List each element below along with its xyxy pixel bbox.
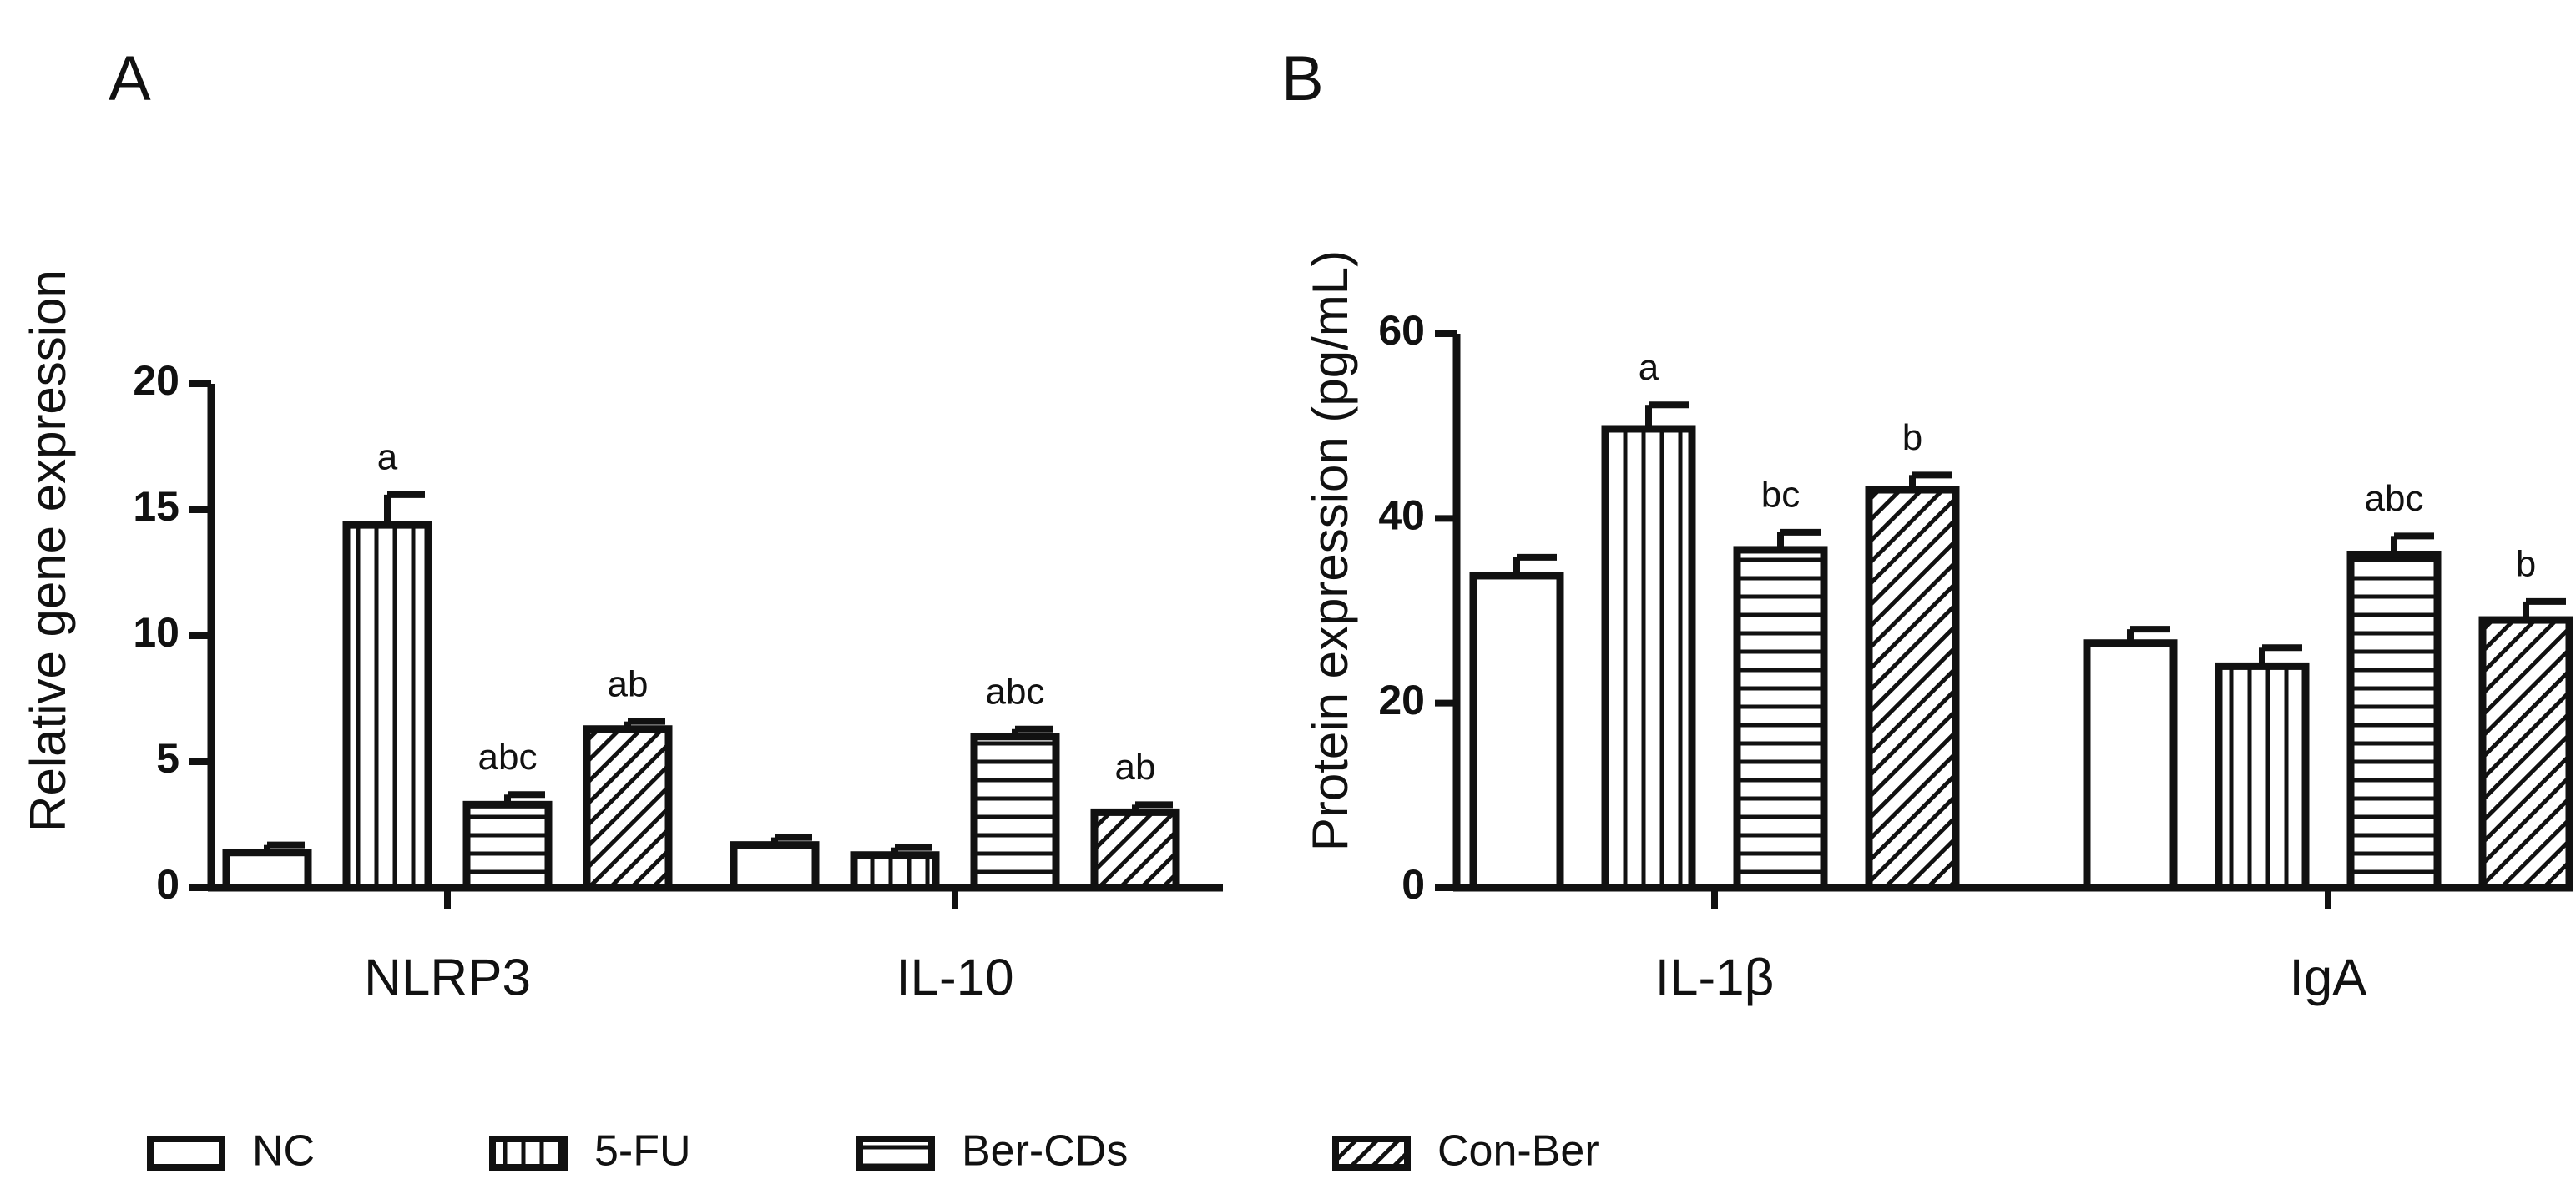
legend-swatch-ber-cds [856, 1136, 935, 1171]
bar-con-ber [1865, 486, 1960, 892]
legend-label: Ber-CDs [962, 1127, 1128, 1176]
bar-5-fu [2215, 662, 2310, 892]
y-axis-label: Relative gene expression [20, 270, 76, 832]
bar-ber-cds [462, 800, 553, 892]
bar-5-fu [850, 851, 940, 892]
significance-label: a [1639, 347, 1659, 388]
y-tick-label: 15 [133, 483, 179, 530]
legend-label: NC [252, 1127, 315, 1176]
x-category-label: IgA [2289, 949, 2367, 1006]
bar-5-fu [342, 521, 432, 892]
bar-con-ber [583, 725, 673, 892]
significance-label: abc [986, 671, 1045, 712]
legend-label: Con-Ber [1437, 1127, 1599, 1176]
bar-nc [730, 841, 820, 892]
significance-label: b [2516, 544, 2536, 585]
y-tick-label: 0 [156, 861, 179, 908]
bar-ber-cds [1733, 546, 1828, 892]
significance-label: abc [2365, 478, 2424, 519]
legend-swatch-con-ber [1332, 1136, 1411, 1171]
significance-label: a [377, 437, 398, 478]
bar-ber-cds [970, 733, 1060, 892]
bar-nc [1469, 572, 1564, 892]
panel-letter: A [109, 43, 151, 114]
x-category-label: IL-1β [1655, 949, 1775, 1006]
x-category-label: NLRP3 [364, 949, 531, 1006]
bar-5-fu [1601, 425, 1696, 892]
bar-ber-cds [2346, 550, 2442, 892]
significance-label: ab [1115, 747, 1156, 788]
y-tick-label: 20 [133, 357, 179, 404]
y-tick-label: 5 [156, 735, 179, 782]
bar-nc [222, 849, 312, 892]
y-tick-label: 0 [1402, 861, 1425, 908]
legend-swatch-nc [147, 1136, 225, 1171]
significance-label: b [1902, 417, 1922, 458]
y-tick-label: 20 [1378, 677, 1425, 723]
legend-label: 5-FU [594, 1127, 691, 1176]
legend: NC 5-FU Ber-CDs Con-Ber [147, 1127, 1599, 1176]
bar-nc [2083, 639, 2178, 892]
significance-label: abc [478, 737, 538, 778]
y-axis-label: Protein expression (pg/mL) [1302, 250, 1358, 851]
y-tick-label: 60 [1378, 307, 1425, 354]
y-tick-label: 10 [133, 609, 179, 656]
y-tick-label: 40 [1378, 492, 1425, 539]
significance-label: bc [1761, 475, 1800, 516]
legend-swatch-5-fu [489, 1136, 568, 1171]
bar-con-ber [2478, 616, 2573, 892]
panel-b-chart: B Protein expression (pg/mL) 0 20 40 60 IL-1β a… [1281, 43, 2573, 1006]
panel-a-chart: A Relative gene expression 0 5 10 15 20 NLRP3 a a… [20, 43, 1223, 1006]
panel-letter: B [1281, 43, 1324, 114]
x-category-label: IL-10 [896, 949, 1013, 1006]
bar-con-ber [1090, 808, 1180, 892]
significance-label: ab [608, 663, 649, 704]
